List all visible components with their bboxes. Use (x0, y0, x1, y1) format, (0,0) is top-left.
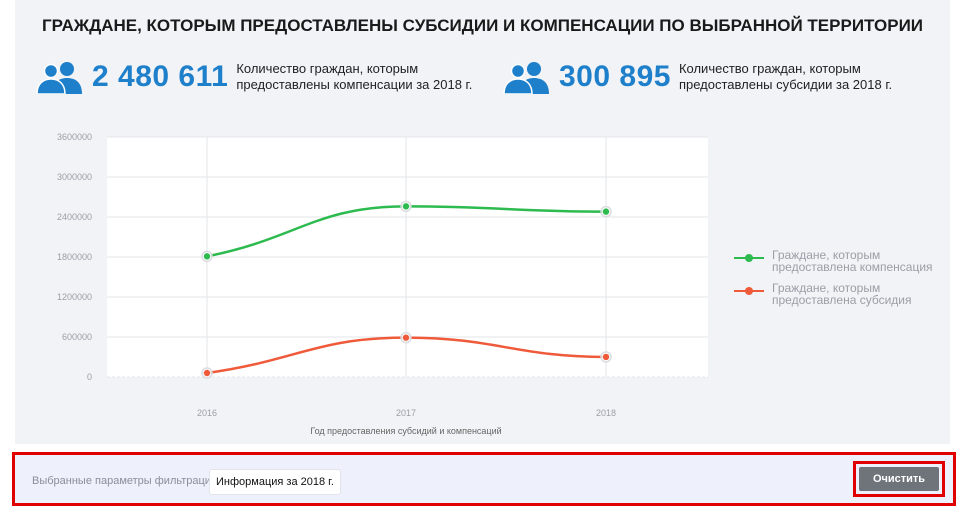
line-chart: 0 600000 1200000 1800000 2400000 3000000 36000… (57, 132, 708, 436)
page-title: ГРАЖДАНЕ, КОТОРЫМ ПРЕДОСТАВЛЕНЫ СУБСИДИИ… (41, 16, 924, 35)
x-tick-label: 2018 (596, 408, 616, 418)
data-point (602, 353, 610, 361)
data-point (203, 253, 211, 260)
data-point (402, 334, 410, 341)
legend-label: Граждане, которым предоставлена компенса… (772, 248, 933, 274)
data-point (402, 203, 410, 210)
data-point (602, 208, 610, 215)
y-tick-label: 1200000 (57, 292, 92, 302)
people-icon (503, 62, 549, 94)
x-tick-label: 2016 (197, 408, 217, 418)
filter-chip[interactable]: Информация за 2018 г. (209, 469, 341, 495)
people-icon (36, 62, 82, 94)
clear-button-frame: Очистить (853, 461, 945, 497)
legend-marker (734, 285, 764, 297)
filter-label: Выбранные параметры фильтрации: (32, 475, 221, 487)
clear-button[interactable]: Очистить (859, 467, 939, 491)
filter-bar: Выбранные параметры фильтрации: Информац… (12, 452, 956, 506)
legend-marker (734, 252, 764, 264)
y-tick-label: 0 (87, 372, 92, 382)
y-tick-label: 600000 (62, 332, 92, 342)
chart-legend: Граждане, которым предоставлена компенса… (734, 249, 942, 315)
y-tick-label: 3600000 (57, 132, 92, 142)
y-tick-label: 1800000 (57, 252, 92, 262)
stat-value: 300 895 (559, 60, 671, 93)
legend-label: Граждане, которым предоставлена субсидия (772, 281, 912, 307)
stat-subsidies: 300 895 Количество граждан, которым пред… (503, 60, 929, 94)
legend-item[interactable]: Граждане, которым предоставлена компенса… (734, 249, 942, 273)
y-tick-label: 2400000 (57, 212, 92, 222)
data-point (203, 369, 211, 377)
stat-value: 2 480 611 (92, 60, 229, 93)
x-axis-label: Год предоставления субсидий и компенсаци… (310, 426, 501, 436)
stat-label: Количество граждан, которым предоставлен… (678, 61, 893, 92)
legend-item[interactable]: Граждане, которым предоставлена субсидия (734, 282, 942, 306)
stat-label: Количество граждан, которым предоставлен… (236, 61, 473, 92)
x-tick-label: 2017 (396, 408, 416, 418)
stat-compensations: 2 480 611 Количество граждан, которым пр… (36, 60, 486, 94)
y-tick-label: 3000000 (57, 172, 92, 182)
